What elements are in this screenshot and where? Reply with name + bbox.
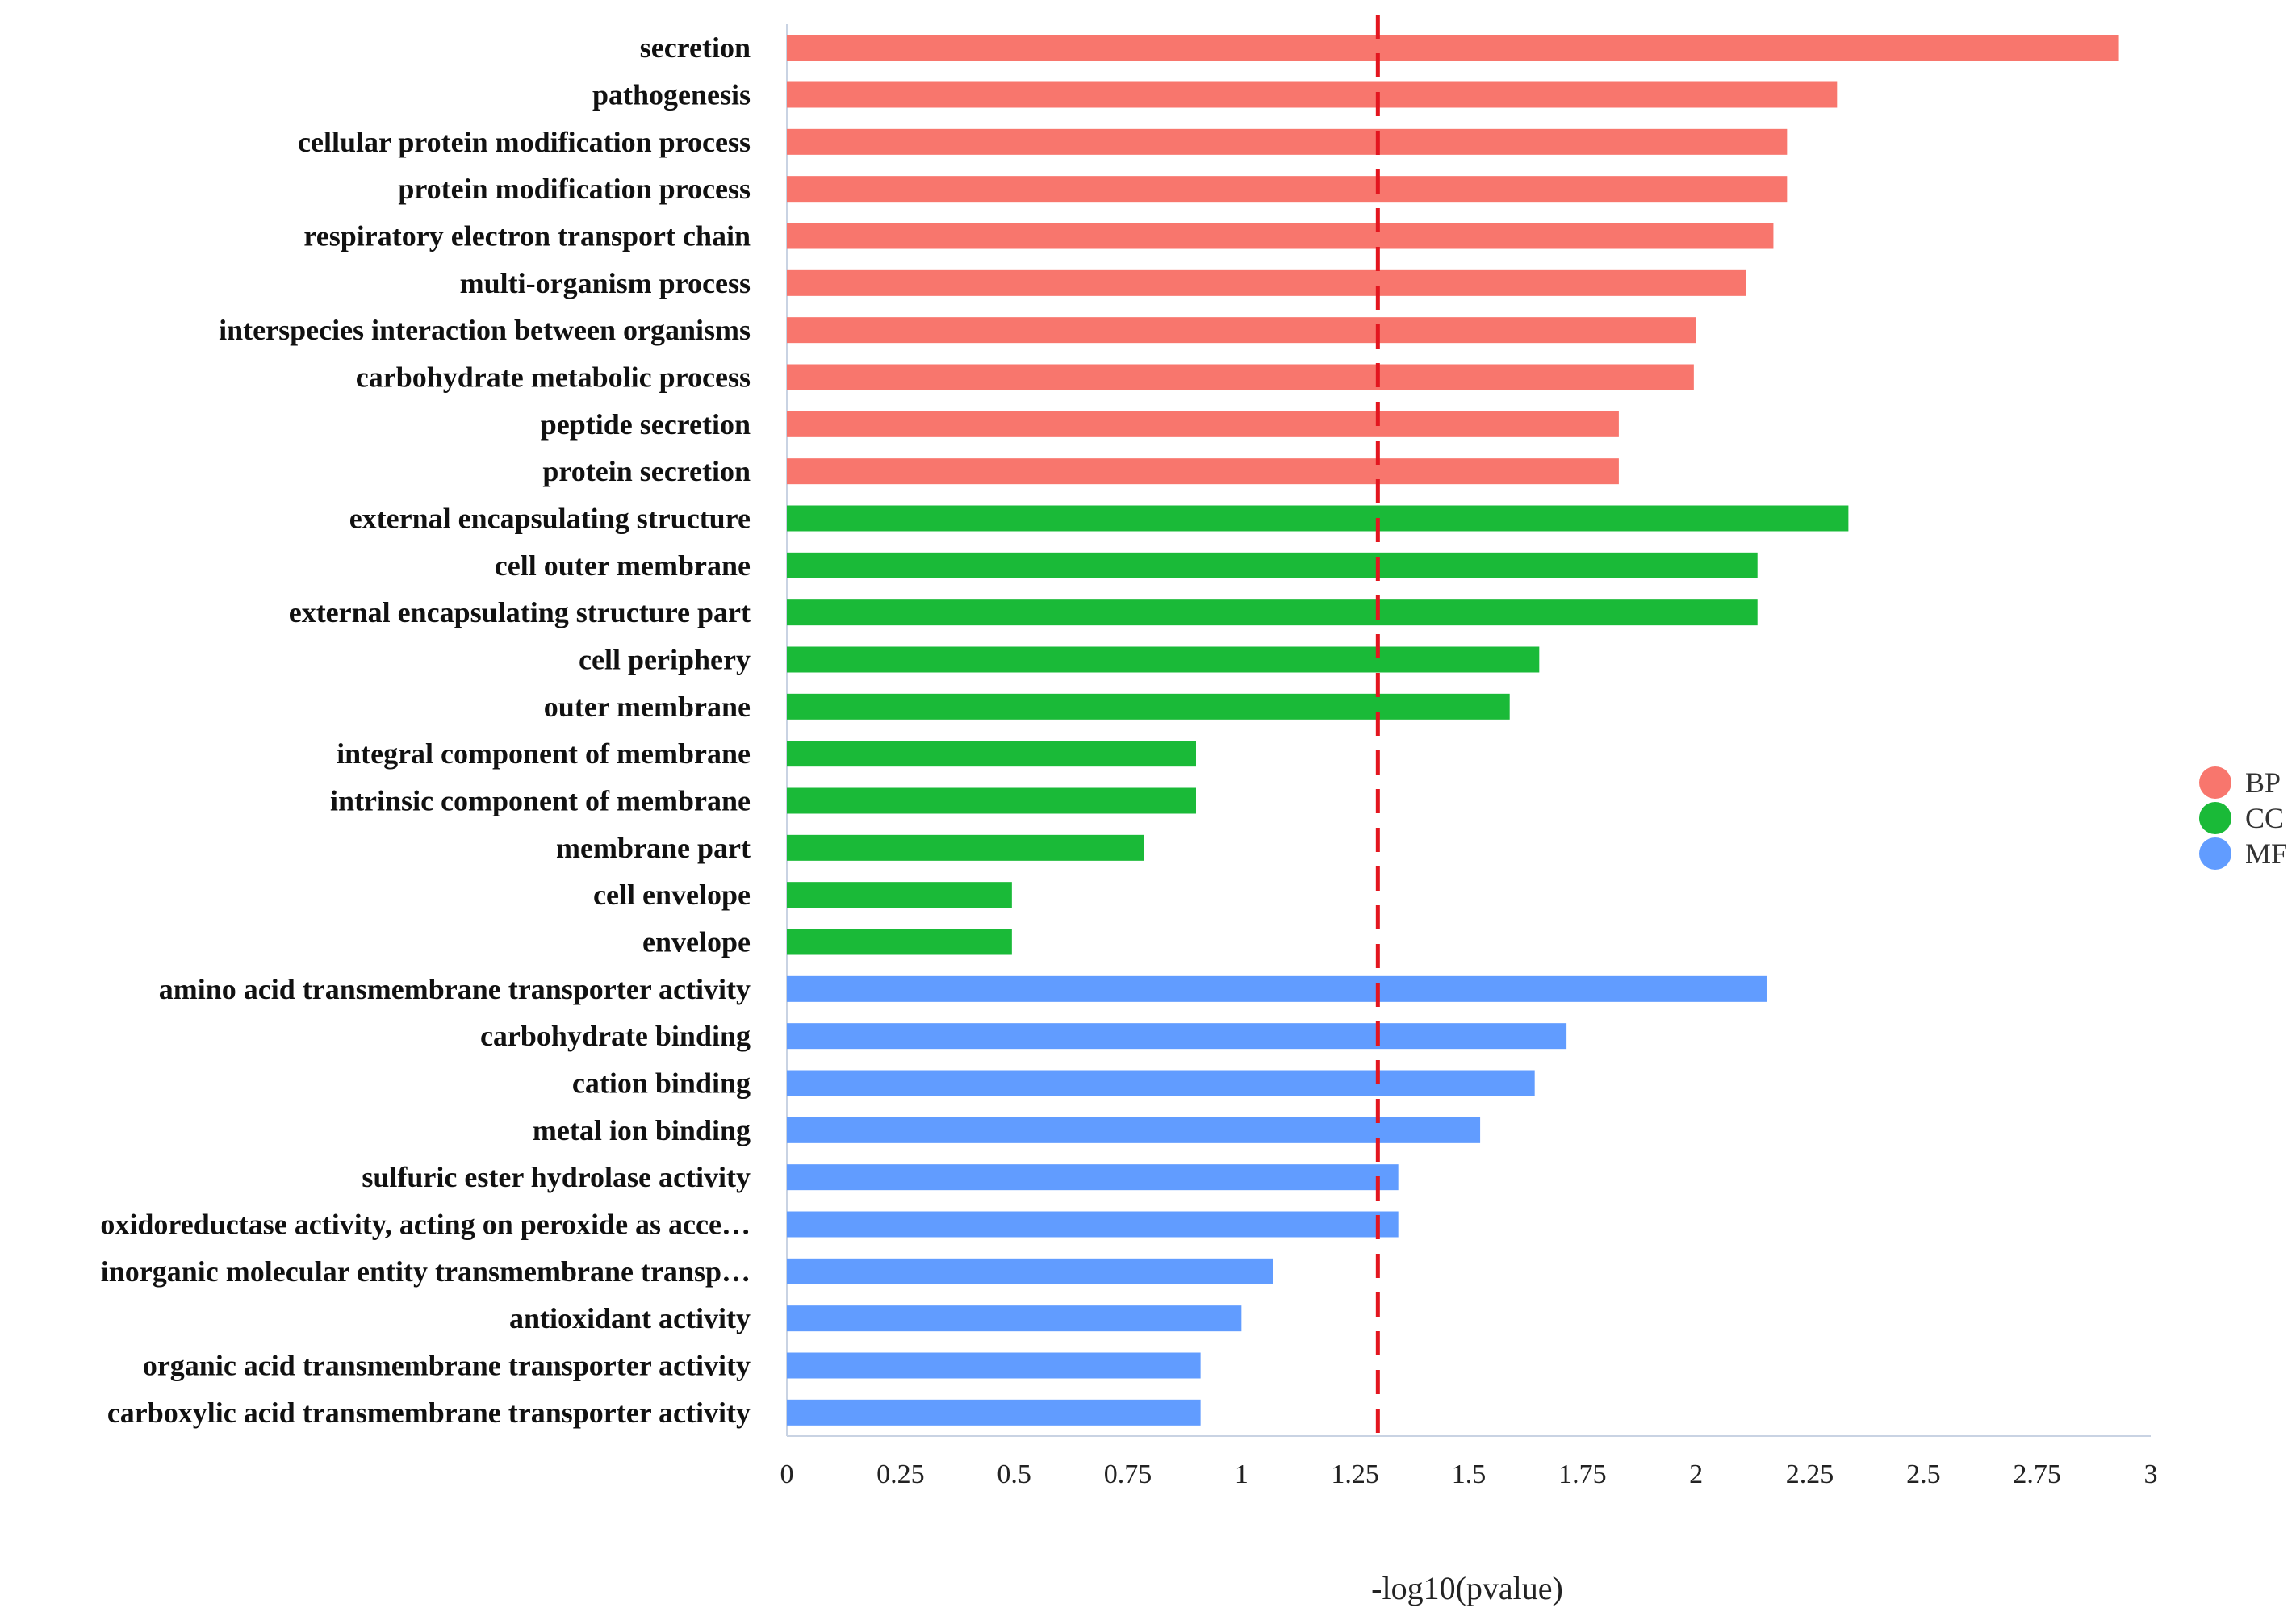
bar-25: [787, 1164, 1399, 1191]
category-labels: secretion pathogenesis cellular protein mo…: [100, 31, 751, 1429]
bar-21: [787, 975, 1767, 1002]
x-tick-label-9: 2: [1689, 1459, 1703, 1489]
bar-15: [787, 693, 1510, 720]
category-label-20: envelope: [642, 926, 751, 958]
bar-5: [787, 223, 1774, 249]
category-label-17: intrinsic component of membrane: [330, 785, 751, 817]
bar-20: [787, 929, 1012, 955]
legend-label-cc: CC: [2245, 802, 2284, 834]
category-label-24: metal ion binding: [533, 1114, 751, 1146]
category-label-6: multi-organism process: [460, 267, 751, 299]
category-label-13: external encapsulating structure part: [289, 596, 751, 628]
x-tick-label-1: 0: [780, 1459, 794, 1489]
bar-6: [787, 269, 1746, 296]
bar-2: [787, 81, 1838, 108]
x-tick-label-11: 2.5: [1906, 1459, 1941, 1489]
bars: [787, 35, 2119, 1426]
bar-10: [787, 458, 1619, 485]
bar-19: [787, 882, 1012, 908]
bar-13: [787, 599, 1758, 626]
x-tick-label-10: 2.25: [1786, 1459, 1834, 1489]
bar-1: [787, 35, 2119, 61]
legend-marker-mf: [2199, 837, 2231, 870]
category-label-14: cell periphery: [579, 644, 751, 676]
category-label-4: protein modification process: [398, 173, 751, 205]
x-tick-label-8: 1.75: [1558, 1459, 1607, 1489]
category-label-26: oxidoreductase activity, acting on perox…: [100, 1209, 751, 1241]
category-label-1: secretion: [640, 31, 751, 64]
category-label-5: respiratory electron transport chain: [303, 220, 751, 253]
bar-18: [787, 834, 1144, 861]
x-tick-label-4: 0.75: [1104, 1459, 1152, 1489]
category-label-18: membrane part: [556, 832, 751, 864]
plot-area: secretion pathogenesis cellular protein mo…: [100, 15, 2158, 1489]
bar-9: [787, 411, 1619, 437]
bar-16: [787, 741, 1196, 767]
x-tick-labels: 0 0.25 0.5 0.75 1 1.25 1.5 1.75 2 2.25 2.5 2.75 3: [780, 1459, 2158, 1489]
x-tick-label-12: 2.75: [2013, 1459, 2061, 1489]
legend-label-bp: BP: [2245, 766, 2281, 799]
bar-27: [787, 1258, 1273, 1284]
bar-3: [787, 128, 1788, 155]
x-tick-label-3: 0.5: [997, 1459, 1031, 1489]
category-label-3: cellular protein modification process: [298, 126, 751, 158]
bar-17: [787, 787, 1196, 814]
bar-28: [787, 1305, 1242, 1332]
bar-26: [787, 1211, 1399, 1238]
bar-24: [787, 1117, 1481, 1143]
bar-4: [787, 176, 1788, 203]
category-label-12: cell outer membrane: [495, 549, 751, 582]
category-label-7: interspecies interaction between organis…: [219, 314, 751, 346]
category-label-29: organic acid transmembrane transporter a…: [143, 1350, 751, 1382]
x-tick-label-6: 1.25: [1331, 1459, 1379, 1489]
category-label-2: pathogenesis: [592, 79, 751, 111]
category-label-21: amino acid transmembrane transporter act…: [159, 973, 751, 1005]
legend-marker-cc: [2199, 802, 2231, 834]
category-label-30: carboxylic acid transmembrane transporte…: [107, 1397, 751, 1429]
bar-12: [787, 552, 1758, 578]
category-label-10: protein secretion: [542, 455, 751, 487]
category-label-8: carbohydrate metabolic process: [356, 361, 751, 394]
bar-29: [787, 1352, 1201, 1379]
category-label-11: external encapsulating structure: [349, 503, 751, 535]
bar-7: [787, 317, 1696, 344]
x-tick-label-7: 1.5: [1452, 1459, 1487, 1489]
category-label-19: cell envelope: [593, 879, 751, 911]
category-label-15: outer membrane: [544, 691, 751, 723]
category-label-28: antioxidant activity: [509, 1302, 751, 1334]
bar-23: [787, 1070, 1535, 1096]
legend-label-mf: MF: [2245, 837, 2287, 870]
bar-11: [787, 505, 1849, 532]
category-label-27: inorganic molecular entity transmembrane…: [101, 1255, 751, 1288]
bar-30: [787, 1399, 1201, 1426]
category-label-16: integral component of membrane: [337, 737, 751, 770]
category-label-22: carbohydrate binding: [480, 1020, 751, 1052]
bar-8: [787, 364, 1694, 390]
x-tick-label-5: 1: [1235, 1459, 1248, 1489]
x-axis-title: -log10(pvalue): [1371, 1570, 1563, 1606]
bar-22: [787, 1023, 1567, 1050]
category-label-25: sulfuric ester hydrolase activity: [362, 1161, 751, 1193]
x-tick-label-13: 3: [2144, 1459, 2158, 1489]
category-label-9: peptide secretion: [541, 408, 751, 441]
legend-marker-bp: [2199, 766, 2231, 799]
x-tick-label-2: 0.25: [876, 1459, 925, 1489]
category-label-23: cation binding: [572, 1067, 751, 1100]
bar-14: [787, 646, 1540, 673]
